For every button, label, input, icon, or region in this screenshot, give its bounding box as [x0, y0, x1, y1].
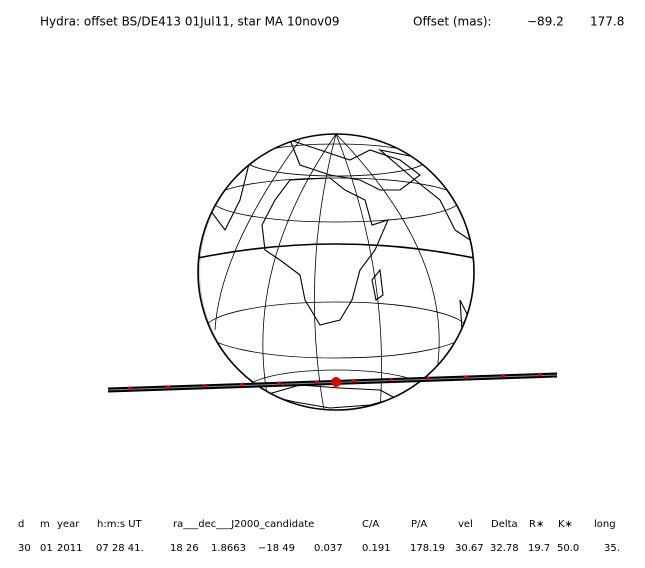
column-header: vel: [458, 519, 473, 530]
column-header: long: [594, 519, 616, 530]
table-cell: 35.: [604, 543, 620, 554]
column-header: d: [18, 519, 24, 530]
table-cell: −18 49: [258, 543, 295, 554]
path-dot: [240, 382, 244, 387]
table-cell: 0.191: [362, 543, 391, 554]
path-dot: [314, 380, 319, 384]
table-cell: 32.78: [490, 543, 519, 554]
column-header: m: [40, 519, 50, 530]
table-cell: 07 28 41.: [96, 543, 144, 554]
globe-outline: [197, 133, 475, 411]
equator: [198, 243, 474, 259]
column-header: ra___dec___J2000_candidate: [173, 519, 314, 530]
path-dot: [351, 378, 356, 383]
table-cell: 178.19: [410, 543, 445, 554]
table-cell: 2011: [57, 543, 82, 554]
table-cell: 18 26: [170, 543, 199, 554]
column-header: h:m:s UT: [97, 519, 143, 530]
column-header: Delta: [491, 519, 518, 530]
path-dot: [128, 386, 132, 391]
meridian: [335, 134, 382, 410]
occultation-path: [107, 372, 558, 393]
path-dot: [202, 383, 207, 388]
table-cell: 30.67: [455, 543, 484, 554]
header-title: Hydra: offset BS/DE413 01Jul11, star MA …: [40, 15, 340, 29]
column-header: P/A: [411, 519, 427, 530]
path-dot: [500, 374, 505, 378]
offset-label: Offset (mas):: [413, 15, 492, 29]
path-dot: [426, 376, 430, 381]
table-cell: 50.0: [557, 543, 579, 554]
table-cell: 1.8663: [211, 543, 246, 554]
table-cell: 19.7: [528, 543, 550, 554]
path-dot: [463, 375, 468, 379]
offset-value: 177.8: [590, 15, 624, 29]
table-cell: 0.037: [314, 543, 343, 554]
column-header: R∗: [529, 519, 544, 530]
meridian: [314, 134, 337, 410]
path-dot: [277, 381, 281, 386]
table-cell: 30: [18, 543, 31, 554]
central-event: [331, 377, 341, 387]
offset-value: −89.2: [527, 15, 564, 29]
column-header: C/A: [362, 519, 379, 530]
column-header: year: [57, 519, 80, 530]
path-dot: [165, 385, 170, 389]
column-header: K∗: [558, 519, 573, 530]
path-dot: [389, 377, 393, 382]
event-table: d m year h:m:s UT ra___dec___J2000_candidate…: [18, 519, 620, 554]
path-dot: [538, 372, 542, 377]
table-cell: 01: [40, 543, 53, 554]
meridian: [214, 139, 301, 331]
